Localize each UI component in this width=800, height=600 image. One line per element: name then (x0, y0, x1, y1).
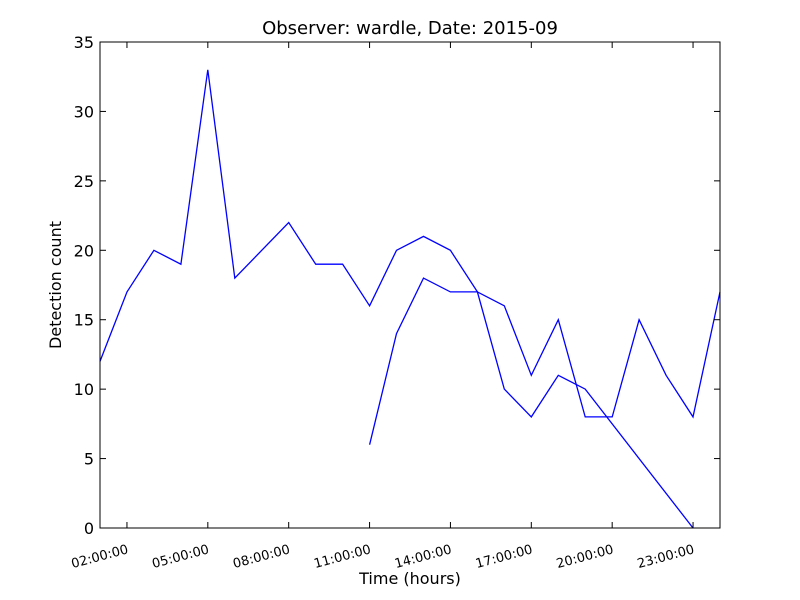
y-tick-label: 20 (74, 241, 94, 260)
y-axis: 0 5 10 15 20 25 30 35 (74, 33, 720, 538)
y-tick-label: 15 (74, 311, 94, 330)
x-axis-label: Time (hours) (358, 569, 461, 588)
series-layer (99, 69, 721, 529)
x-tick-label: 08:00:00 (231, 542, 291, 572)
series-line-2 (368, 277, 694, 529)
series-line-1 (99, 69, 721, 419)
y-tick-label: 35 (74, 33, 94, 52)
y-tick-label: 30 (74, 102, 94, 121)
y-tick-label: 10 (74, 380, 94, 399)
chart-title: Observer: wardle, Date: 2015-09 (262, 18, 558, 39)
x-tick-label: 14:00:00 (393, 542, 453, 572)
x-tick-label: 23:00:00 (636, 542, 696, 572)
x-tick-label: 17:00:00 (474, 542, 534, 572)
y-tick-label: 5 (84, 450, 94, 469)
x-axis: 02:00:00 05:00:00 08:00:00 11:00:00 14:00:00… (70, 42, 696, 572)
y-tick-label: 25 (74, 172, 94, 191)
y-axis-label: Detection count (46, 221, 65, 349)
y-tick-label: 0 (84, 519, 94, 538)
plot-frame (99, 41, 721, 529)
x-tick-label: 11:00:00 (312, 542, 372, 572)
x-tick-label: 02:00:00 (70, 542, 130, 572)
x-tick-label: 05:00:00 (151, 542, 211, 572)
x-tick-label: 20:00:00 (555, 542, 615, 572)
